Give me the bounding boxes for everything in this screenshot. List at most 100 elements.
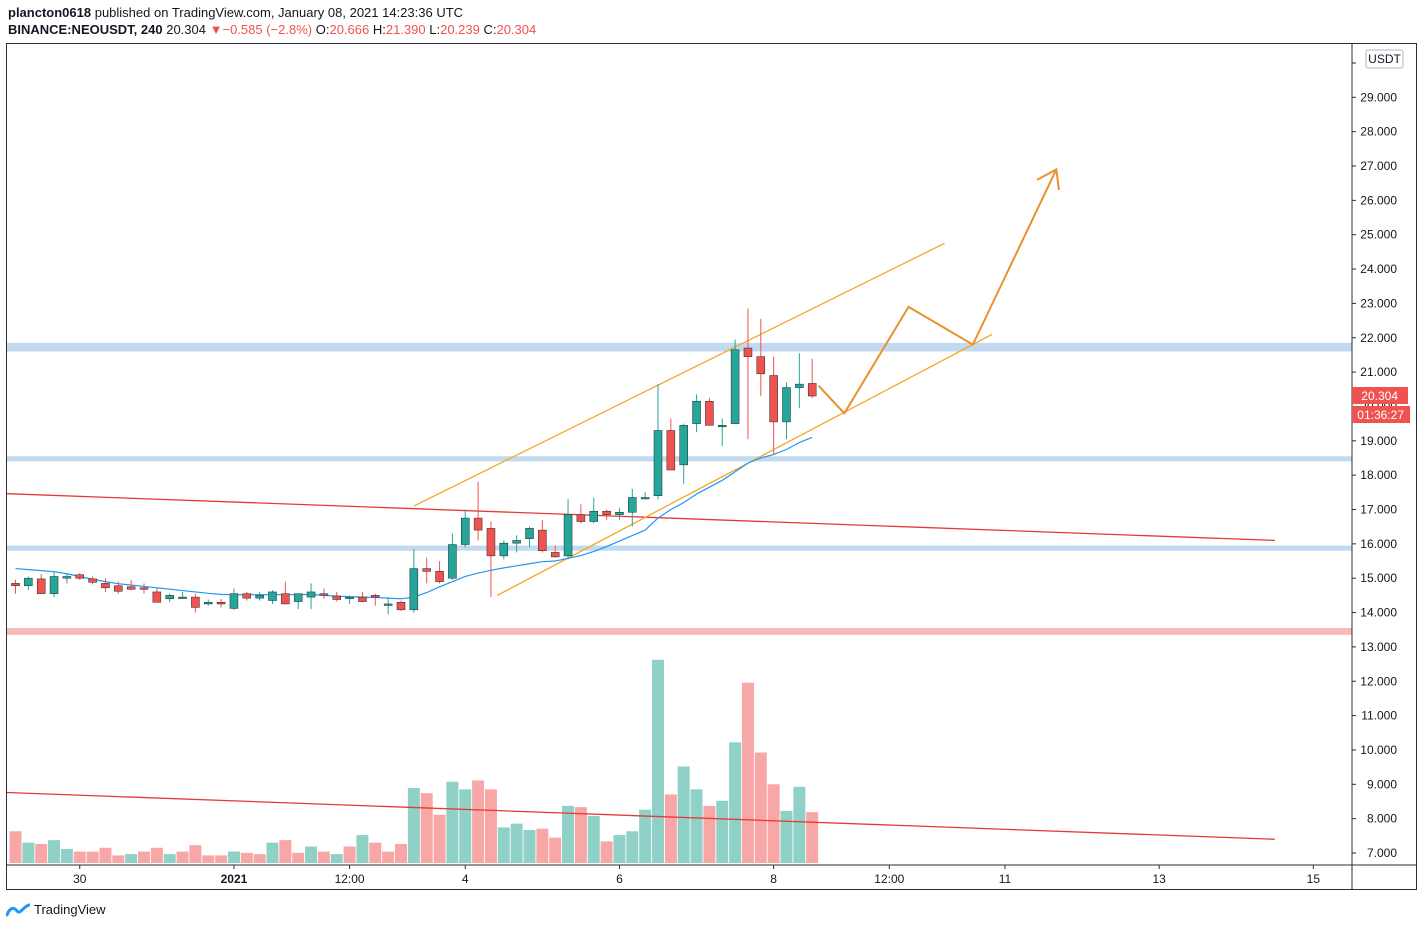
- candle-body: [49, 576, 59, 594]
- close-value: 20.304: [496, 22, 537, 37]
- candle-body: [204, 601, 213, 605]
- price-tick-label: 22.000: [1360, 331, 1397, 345]
- volume-bar: [806, 812, 819, 863]
- volume-bar: [420, 793, 433, 863]
- candle-body: [126, 586, 136, 590]
- currency-badge: [1365, 49, 1404, 69]
- volume-bar: [793, 786, 806, 863]
- publisher-name[interactable]: plancton0618: [8, 5, 92, 20]
- ohlc-legend: BINANCE:NEOUSDT, 240 20.304 ▼−0.585 (−2.…: [8, 22, 536, 37]
- open-label: O:: [315, 22, 330, 37]
- volume-bar: [343, 846, 356, 863]
- candle-body: [448, 544, 457, 579]
- candle-body: [36, 578, 46, 594]
- volume-bar: [22, 842, 35, 863]
- volume-bar: [86, 851, 99, 863]
- volume-bar: [382, 851, 395, 863]
- volume-bar: [613, 835, 626, 863]
- volume-bar: [176, 851, 189, 863]
- volume-bar: [549, 837, 562, 863]
- volume-bar: [407, 788, 420, 863]
- candle-body: [24, 577, 33, 587]
- candle-body: [371, 595, 380, 598]
- chart-frame: [6, 43, 1417, 890]
- time-tick-label: 15: [1307, 872, 1321, 886]
- volume-bar: [780, 810, 793, 863]
- time-tick-label: 4: [462, 872, 469, 886]
- volume-bar: [279, 840, 292, 863]
- volume-bar: [292, 852, 305, 863]
- candle-body: [807, 383, 817, 397]
- volume-bar: [35, 843, 48, 863]
- volume-bar: [48, 840, 61, 863]
- close-label: C:: [483, 22, 497, 37]
- currency-label: USDT: [1368, 52, 1401, 66]
- volume-bar: [446, 781, 459, 863]
- price-tick-label: 27.000: [1360, 159, 1397, 173]
- candle-body: [306, 591, 316, 598]
- volume-bar: [587, 816, 600, 863]
- price-tick-label: 17.000: [1360, 503, 1397, 517]
- candle-body: [165, 595, 174, 600]
- volume-bar: [253, 854, 266, 863]
- volume-bar: [690, 789, 703, 863]
- candle-body: [101, 583, 110, 589]
- candle-body: [602, 510, 611, 515]
- volume-bar: [484, 789, 497, 863]
- candle-body: [576, 514, 586, 522]
- volume-bar: [163, 854, 176, 863]
- tradingview-footer[interactable]: TradingView: [6, 902, 106, 917]
- price-tick-label: 7.000: [1367, 846, 1397, 860]
- price-tick-label: 14.000: [1360, 606, 1397, 620]
- candle-body: [11, 583, 20, 587]
- candle-body: [666, 430, 676, 471]
- volume-bar: [330, 854, 343, 863]
- candle-body: [178, 596, 187, 599]
- candle-body: [139, 587, 149, 590]
- volume-bar: [729, 742, 742, 863]
- candle-body: [216, 601, 226, 605]
- candle-body: [525, 528, 534, 539]
- published-text: published on TradingView.com, January 08…: [94, 5, 464, 20]
- price-tick-label: 23.000: [1360, 296, 1397, 310]
- volume-bar: [510, 823, 523, 863]
- brand-name: TradingView: [34, 902, 106, 917]
- volume-bar: [240, 852, 253, 863]
- down-arrow-icon: ▼: [209, 22, 223, 37]
- candle-body: [589, 510, 598, 522]
- volume-bar: [562, 805, 575, 863]
- red-zone: [7, 628, 1352, 635]
- candle-body: [191, 596, 200, 608]
- volume-bar: [266, 842, 279, 863]
- volume-bar: [99, 847, 112, 863]
- volume-bar: [60, 849, 73, 863]
- candle-body: [242, 593, 252, 599]
- volume-bar: [73, 851, 86, 863]
- time-tick-label: 12:00: [335, 872, 365, 886]
- tradingview-logo-icon: [6, 903, 30, 916]
- candle-body: [114, 585, 123, 592]
- candle-body: [319, 593, 329, 596]
- open-value: 20.666: [329, 22, 370, 37]
- candle-body: [563, 514, 573, 557]
- time-tick-label: 8: [770, 872, 777, 886]
- channel-line-upper: [413, 242, 945, 507]
- volume-bar: [395, 843, 407, 863]
- price-tick-label: 18.000: [1360, 468, 1397, 482]
- candle-body: [383, 603, 393, 606]
- price-tick-label: 21.000: [1360, 365, 1397, 379]
- high-label: H:: [372, 22, 386, 37]
- volume-bar: [150, 847, 163, 863]
- support-zone-lower: [7, 545, 1352, 551]
- trendline-red-upper: [7, 493, 1275, 542]
- candle-body: [473, 517, 483, 531]
- price-tick-label: 12.000: [1360, 674, 1397, 688]
- price-tick-label: 19.000: [1360, 434, 1397, 448]
- candle-body: [88, 578, 97, 583]
- price-tick-label: 10.000: [1360, 743, 1397, 757]
- candle-body: [255, 595, 264, 599]
- price-tick-label: 26.000: [1360, 193, 1397, 207]
- candle-body: [281, 593, 290, 605]
- price-tick-label: 11.000: [1361, 709, 1397, 723]
